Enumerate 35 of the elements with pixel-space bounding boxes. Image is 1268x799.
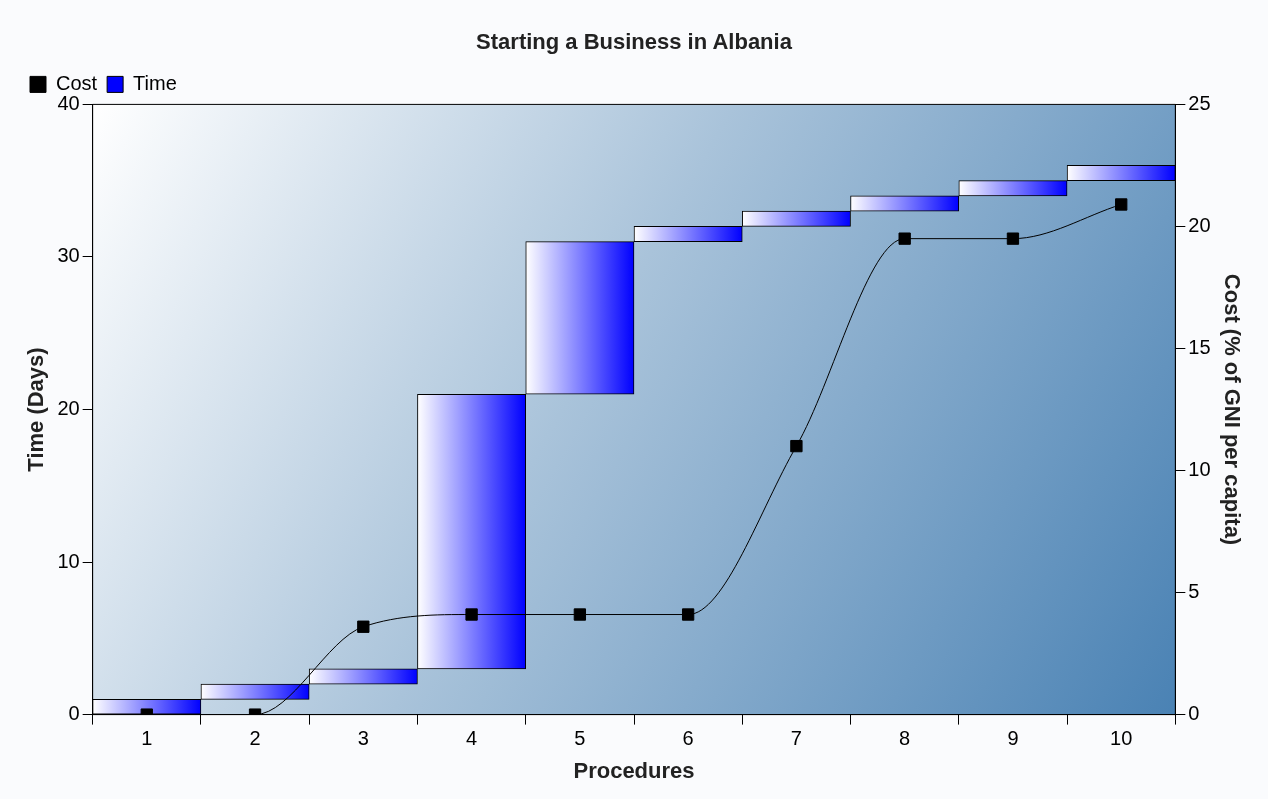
y2-tick-label: 15	[1188, 336, 1211, 358]
chart-title: Starting a Business in Albania	[476, 29, 793, 55]
y2-tick-label: 0	[1188, 702, 1200, 725]
point	[357, 620, 370, 633]
point	[681, 608, 695, 621]
x-tick-label: 8	[899, 727, 911, 750]
x-tick-label: 10	[1110, 727, 1133, 750]
point	[465, 608, 478, 621]
y-tick-label: 20	[57, 397, 80, 420]
y-tick-label: 40	[57, 91, 80, 114]
y2-tick-label: 10	[1188, 458, 1211, 481]
legend-label: Cost	[56, 71, 98, 94]
x-tick-label: 5	[574, 727, 586, 750]
y-tick-label: 0	[68, 702, 80, 725]
y2-tick-label: 5	[1188, 580, 1200, 603]
x-tick-label: 1	[141, 727, 153, 750]
x-tick-label: 2	[249, 727, 261, 750]
y2-axis-title: Cost (% of GNI per capita)	[1219, 273, 1245, 546]
x-axis-title: Procedures	[573, 757, 695, 783]
y-tick-label: 10	[57, 549, 80, 572]
point	[898, 232, 911, 245]
y2-tick-label: 25	[1188, 91, 1211, 114]
x-tick-label: 7	[790, 727, 802, 750]
y-axis-title: Time (Days)	[23, 347, 49, 472]
point	[573, 608, 587, 621]
x-tick-label: 4	[466, 727, 478, 750]
point	[1006, 232, 1020, 245]
point	[790, 439, 803, 453]
point	[1115, 198, 1128, 211]
x-tick-label: 3	[357, 727, 369, 750]
y-tick-label: 30	[57, 244, 80, 267]
y2-tick-label: 20	[1188, 213, 1211, 236]
legend-label: Time	[133, 71, 177, 94]
x-tick-label: 9	[1007, 727, 1019, 750]
x-tick-label: 6	[682, 727, 694, 750]
